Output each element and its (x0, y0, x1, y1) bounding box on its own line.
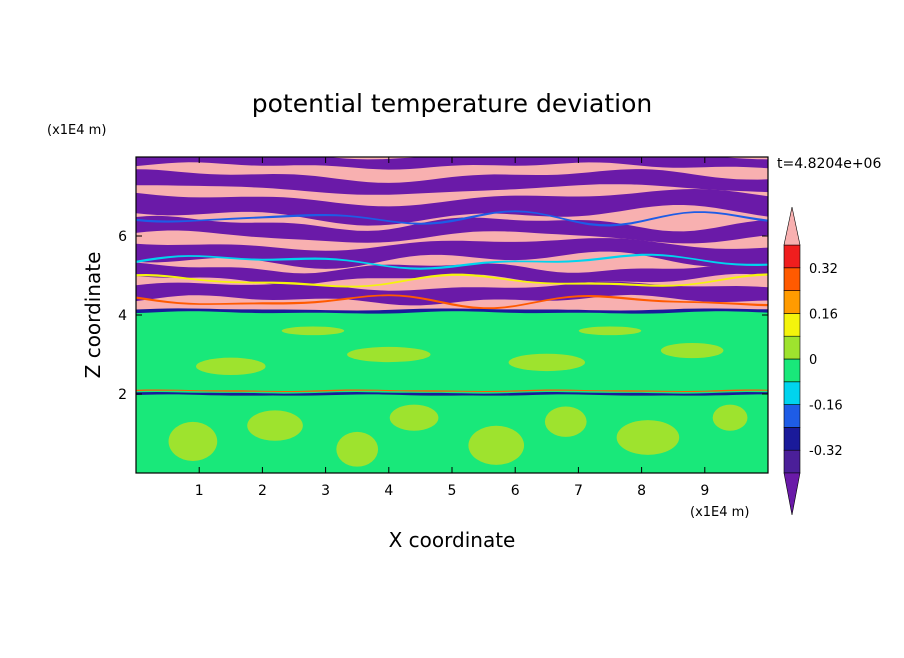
positive-cell-8 (712, 404, 748, 431)
fringe-1 (136, 253, 768, 270)
colorbar-under-arrow (783, 472, 801, 516)
negative-layer-6 (136, 261, 768, 286)
negative-layer-3 (136, 189, 768, 226)
y-tick-label: 2 (118, 387, 127, 403)
colorbar-level (783, 267, 801, 291)
colorbar: 0.32 0.16 0 -0.16 -0.32 (783, 206, 843, 516)
y-tick-label: 4 (118, 308, 127, 324)
positive-cell-7 (616, 420, 680, 455)
colorbar-tick-label: -0.16 (809, 399, 843, 414)
colorbar-tick-label: 0.16 (809, 307, 838, 322)
x-tick-label: 9 (700, 483, 709, 499)
colorbar-level (783, 358, 801, 383)
front-line (136, 392, 768, 396)
colorbar-level (783, 449, 801, 474)
x-tick-label: 8 (637, 483, 646, 499)
x-tick-label: 5 (448, 483, 457, 499)
colorbar-tick-label: 0.32 (809, 262, 838, 277)
x-tick-label: 4 (384, 483, 393, 499)
x-tick-label: 3 (321, 483, 330, 499)
time-label: t=4.8204e+06 (777, 156, 881, 172)
negative-layer-2 (136, 169, 768, 195)
positive-cell-4 (389, 404, 439, 431)
negative-layer-5 (136, 238, 768, 269)
colorbar-tick-label: -0.32 (809, 444, 843, 459)
chart-title: potential temperature deviation (252, 89, 652, 118)
front-line-fringe (136, 389, 768, 392)
x-tick-label: 7 (574, 483, 583, 499)
positive-cell-3 (336, 431, 379, 467)
lower-band-background (136, 311, 768, 473)
heatmap-field (136, 157, 768, 473)
y-unit-label: (x1E4 m) (47, 123, 106, 138)
colorbar-level (783, 335, 801, 360)
boundary-front (136, 308, 768, 314)
x-tick-label: 6 (511, 483, 520, 499)
x-tick-label: 2 (258, 483, 267, 499)
colorbar-tick-label: 0 (809, 353, 817, 368)
x-tick-label: 1 (195, 483, 204, 499)
negative-layer-4 (136, 215, 768, 244)
y-tick-label: 6 (118, 229, 127, 245)
x-axis-label: X coordinate (389, 528, 516, 552)
colorbar-level (783, 244, 801, 269)
positive-cell-14 (578, 326, 642, 336)
positive-cell-11 (508, 353, 586, 372)
colorbar-level (783, 404, 801, 428)
fringe-2 (136, 273, 768, 288)
positive-cell-10 (347, 346, 431, 363)
negative-layer-7 (136, 281, 768, 306)
y-axis: 2 4 6 (118, 229, 768, 403)
y-axis-label: Z coordinate (81, 252, 105, 379)
colorbar-level (783, 290, 801, 314)
positive-cell-9 (196, 357, 266, 376)
colorbar-level (783, 313, 801, 337)
fringe-4 (136, 210, 768, 227)
positive-cell-5 (468, 425, 525, 465)
positive-cell-1 (168, 421, 218, 461)
colorbar-level (783, 381, 801, 405)
colorbar-level (783, 427, 801, 451)
colorbar-over-arrow (783, 206, 801, 246)
x-axis: 1 2 3 4 5 6 7 8 9 (195, 157, 709, 499)
negative-layer-1 (136, 157, 768, 170)
positive-cell-6 (544, 406, 587, 437)
positive-cell-13 (281, 326, 345, 336)
x-unit-label: (x1E4 m) (690, 505, 749, 520)
positive-cell-12 (660, 342, 724, 359)
positive-cell-2 (247, 410, 303, 441)
